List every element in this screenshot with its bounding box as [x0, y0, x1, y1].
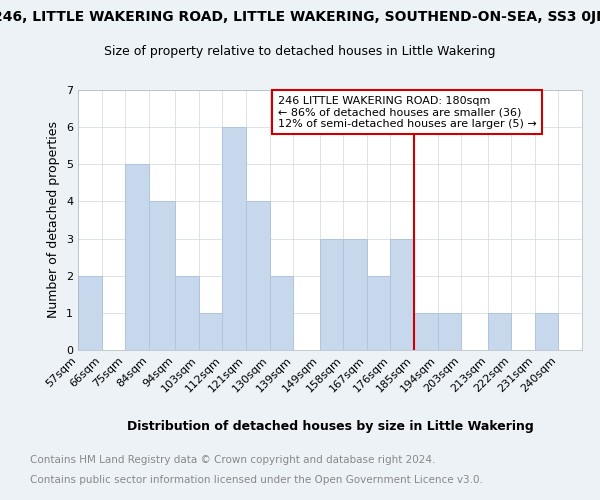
Bar — [269, 276, 293, 350]
Bar — [414, 313, 437, 350]
Bar — [535, 313, 559, 350]
Bar — [149, 202, 175, 350]
Bar — [223, 127, 246, 350]
Text: Distribution of detached houses by size in Little Wakering: Distribution of detached houses by size … — [127, 420, 533, 433]
Bar — [199, 313, 223, 350]
Text: Contains HM Land Registry data © Crown copyright and database right 2024.: Contains HM Land Registry data © Crown c… — [30, 455, 436, 465]
Bar — [391, 238, 414, 350]
Bar — [437, 313, 461, 350]
Bar — [343, 238, 367, 350]
Bar — [367, 276, 391, 350]
Bar — [320, 238, 343, 350]
Bar — [78, 276, 101, 350]
Text: 246, LITTLE WAKERING ROAD, LITTLE WAKERING, SOUTHEND-ON-SEA, SS3 0JN: 246, LITTLE WAKERING ROAD, LITTLE WAKERI… — [0, 10, 600, 24]
Text: Contains public sector information licensed under the Open Government Licence v3: Contains public sector information licen… — [30, 475, 483, 485]
Bar — [487, 313, 511, 350]
Y-axis label: Number of detached properties: Number of detached properties — [47, 122, 61, 318]
Bar — [125, 164, 149, 350]
Text: 246 LITTLE WAKERING ROAD: 180sqm
← 86% of detached houses are smaller (36)
12% o: 246 LITTLE WAKERING ROAD: 180sqm ← 86% o… — [277, 96, 536, 129]
Text: Size of property relative to detached houses in Little Wakering: Size of property relative to detached ho… — [104, 45, 496, 58]
Bar — [175, 276, 199, 350]
Bar — [246, 202, 269, 350]
